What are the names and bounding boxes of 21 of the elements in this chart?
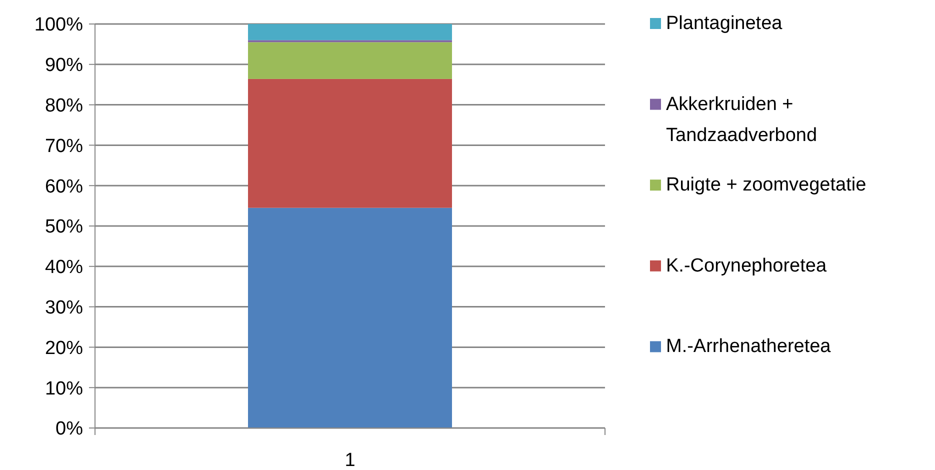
y-tick-label: 80% [44,95,84,116]
y-tick-label: 50% [44,216,84,238]
y-tick-label: 90% [44,55,84,76]
bar [248,208,452,428]
legend-label: Akkerkruiden + Tandzaadverbond [666,94,818,146]
bar [248,42,452,79]
bar [248,78,452,208]
legend-label: M.-Arrhenatheretea [666,336,832,358]
y-tick-label: 60% [44,176,84,198]
y-tick-label: 100% [34,14,84,36]
legend-label: K.-Corynephoretea [666,255,827,276]
y-tick-label: 70% [44,136,84,157]
y-tick-label: 40% [44,257,84,278]
y-tick-label: 10% [44,378,84,400]
y-tick-label: 20% [44,338,84,359]
x-tick-label: 1 [344,450,356,470]
legend-label: Ruigte + zoomvegetatie [666,174,866,196]
y-tick-label: 0% [56,418,84,440]
bar [248,24,452,40]
legend-label: Plantaginetea [666,13,783,34]
y-tick-label: 30% [44,297,84,318]
